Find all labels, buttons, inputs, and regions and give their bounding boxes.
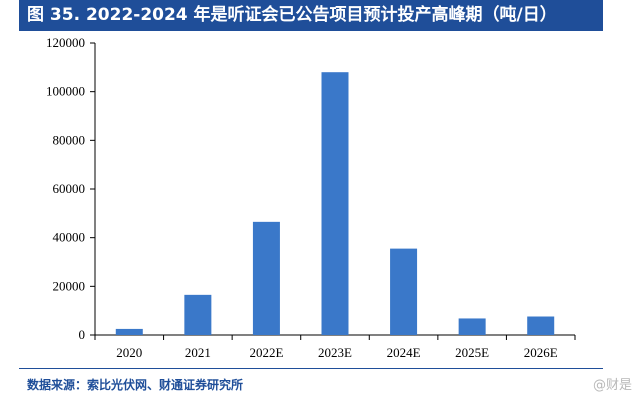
- x-tick-label: 2024E: [387, 345, 421, 360]
- bar: [252, 221, 280, 335]
- bar: [527, 316, 555, 335]
- chart-title: 图 35. 2022-2024 年是听证会已公告项目预计投产高峰期（吨/日）: [19, 0, 603, 31]
- x-tick-label: 2020: [116, 345, 142, 360]
- x-tick-label: 2023E: [318, 345, 352, 360]
- x-tick-label: 2025E: [455, 345, 489, 360]
- x-tick-label: 2022E: [249, 345, 283, 360]
- divider: [19, 368, 603, 369]
- bar: [184, 294, 212, 335]
- x-tick-label: 2021: [185, 345, 211, 360]
- y-tick-label: 80000: [53, 132, 86, 147]
- x-tick-label: 2026E: [524, 345, 558, 360]
- y-tick-label: 40000: [53, 230, 86, 245]
- bar: [115, 328, 143, 335]
- source-note: 数据来源：索比光伏网、财通证券研究所: [27, 378, 244, 392]
- y-tick-label: 120000: [46, 35, 85, 50]
- y-tick-label: 100000: [46, 84, 85, 99]
- bar: [458, 318, 486, 335]
- bar: [321, 72, 349, 335]
- y-tick-label: 20000: [53, 278, 86, 293]
- y-tick-label: 0: [79, 327, 86, 342]
- bar: [390, 248, 418, 335]
- y-tick-label: 60000: [53, 181, 86, 196]
- watermark: @财是: [592, 378, 632, 393]
